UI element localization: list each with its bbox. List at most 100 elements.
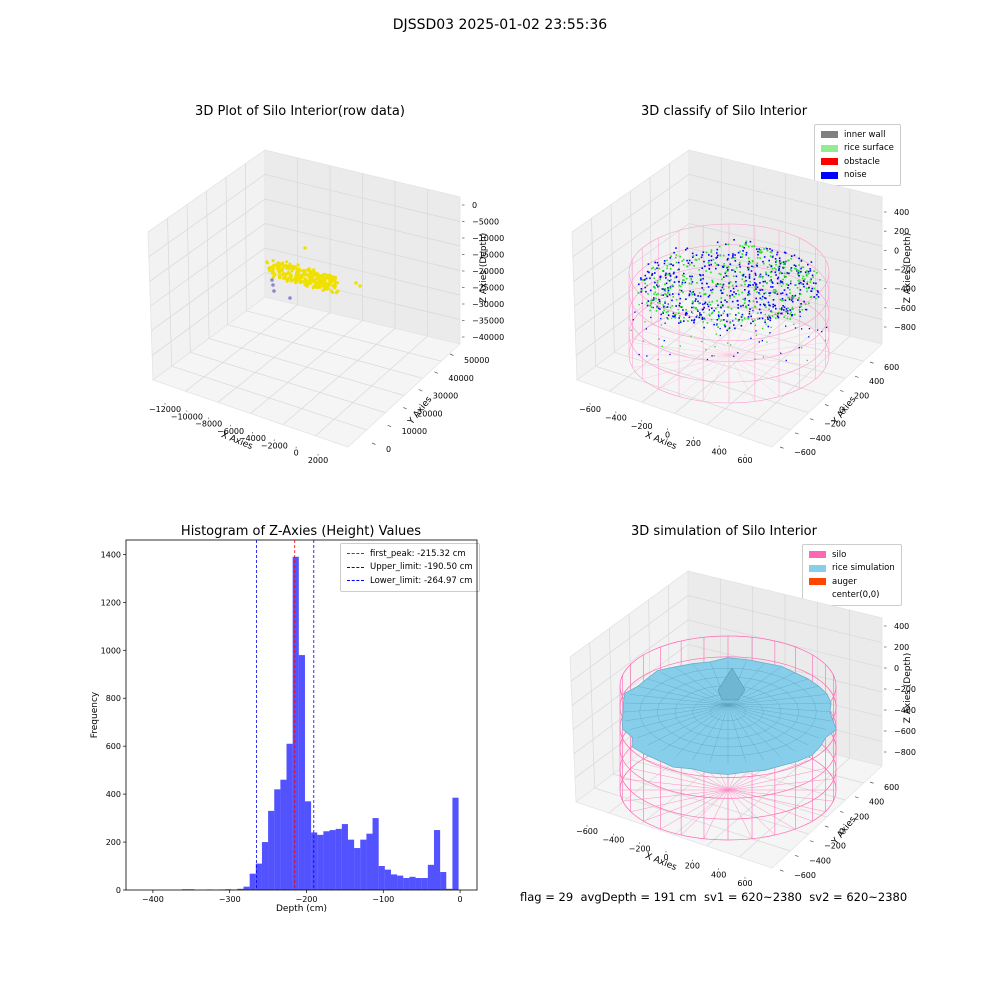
classify-point [715, 257, 717, 259]
classify-point [706, 358, 709, 361]
classify-point [756, 286, 759, 288]
classify-point [697, 300, 699, 303]
classify-point [787, 296, 789, 299]
simulation-y-axis-tick-label: 200 [854, 812, 869, 821]
classify-point [776, 315, 779, 318]
classify-point [724, 325, 727, 328]
classify-point [668, 263, 671, 266]
classify-point [778, 311, 780, 314]
classify-point [686, 265, 688, 267]
classify-point [653, 299, 656, 301]
classify-point [741, 314, 744, 317]
classify-point [651, 273, 654, 275]
classify-point [679, 306, 682, 308]
classify-point [695, 254, 698, 256]
classify-point [751, 318, 753, 320]
classify-point [650, 316, 652, 319]
classify-point [727, 306, 729, 309]
classify-point [739, 250, 741, 253]
raw-point [328, 273, 332, 277]
classify-point [781, 297, 784, 300]
classify-point [747, 266, 749, 269]
histogram-x-tick-label: −100 [372, 895, 394, 904]
classify-point [669, 353, 671, 356]
classify-point [716, 323, 718, 325]
classify-point [664, 274, 667, 277]
classify-point [800, 282, 802, 284]
classify-point [762, 260, 764, 263]
classify-point [758, 274, 761, 277]
classify-point [782, 261, 785, 263]
classify-point [789, 318, 791, 320]
classify-point [732, 256, 734, 259]
legend-label: obstacle [844, 156, 880, 167]
classify-point [646, 304, 649, 307]
classify-point [778, 272, 781, 275]
raw-point [268, 269, 272, 273]
classify-point [792, 298, 794, 300]
classify-point [781, 281, 784, 283]
classify-point [679, 289, 681, 291]
classify-point [790, 299, 793, 301]
classify-point [734, 327, 736, 330]
classify-point [679, 297, 682, 300]
raw-point [311, 286, 315, 290]
classify-point [734, 254, 736, 256]
classify-y-axis-tick-mark [779, 446, 784, 449]
legend-label: inner wall [844, 129, 886, 140]
classify-point [817, 291, 819, 293]
classify-point [729, 263, 732, 265]
classify-point [803, 280, 805, 282]
classify-point [770, 286, 772, 288]
classify-point [689, 290, 691, 293]
classify-point [667, 314, 670, 316]
classify-point [710, 289, 712, 292]
classify-point [743, 247, 746, 249]
classify-point [806, 290, 808, 293]
simulation-silo-spoke [622, 789, 729, 802]
classify-point [715, 307, 717, 310]
classify-point [802, 275, 805, 278]
classify-point [649, 289, 652, 292]
classify-point [659, 300, 661, 303]
classify-z-axis-tick-label: −600 [894, 304, 916, 313]
classify-point [743, 317, 746, 319]
classify-point [798, 257, 800, 260]
histogram-bar [317, 834, 324, 890]
classify-point [646, 270, 649, 273]
classify-z-axis-tick-label: −400 [894, 285, 916, 294]
classify-point [760, 252, 762, 254]
classify-point [708, 268, 711, 270]
classify-point [683, 316, 685, 319]
classify-point [817, 329, 819, 331]
raw-grid-line [151, 272, 461, 356]
classify-point [784, 252, 787, 254]
classify-point [681, 274, 684, 277]
classify-point [666, 265, 668, 267]
classify-point [816, 290, 819, 292]
classify-point [724, 272, 727, 275]
raw-point [271, 259, 275, 263]
classify-silo-spoke [642, 354, 730, 380]
classify-point [723, 319, 725, 321]
raw-z-axis-tick-label: −10000 [472, 234, 504, 243]
simulation-mesh-spoke [624, 704, 729, 722]
classify-point [695, 316, 698, 318]
classify-point [785, 275, 787, 278]
classify-point [682, 258, 685, 261]
classify-point [677, 309, 679, 311]
classify-point [730, 290, 732, 292]
raw-point [273, 272, 277, 276]
classify-point [798, 282, 800, 285]
classify-point [765, 323, 767, 325]
classify-point [652, 306, 654, 309]
classify-point [769, 319, 771, 322]
raw-outlier-point [272, 289, 276, 293]
classify-point [671, 299, 673, 302]
classify-point [648, 271, 650, 274]
classify-point [776, 277, 779, 280]
classify-point [740, 284, 743, 286]
classify-point [711, 288, 714, 291]
classify-point [715, 333, 717, 335]
simulation-y-axis-tick-mark [869, 781, 874, 784]
